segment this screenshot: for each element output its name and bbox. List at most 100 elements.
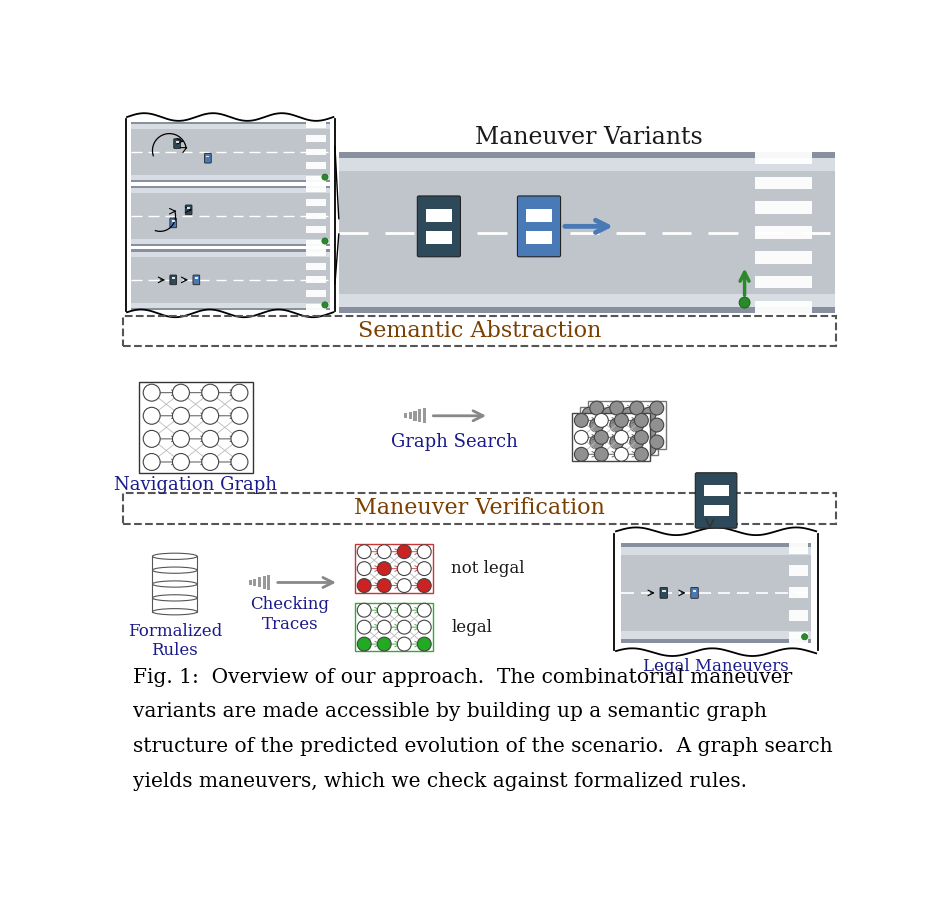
Bar xyxy=(414,411,417,421)
Circle shape xyxy=(358,545,372,558)
Bar xyxy=(153,570,197,584)
Circle shape xyxy=(417,578,431,592)
Circle shape xyxy=(590,418,604,432)
Bar xyxy=(131,308,329,311)
Circle shape xyxy=(417,545,431,558)
Circle shape xyxy=(397,578,411,592)
Text: not legal: not legal xyxy=(451,560,525,578)
Bar xyxy=(153,598,197,612)
Circle shape xyxy=(417,562,431,576)
Bar xyxy=(139,382,253,473)
Circle shape xyxy=(610,418,623,432)
Ellipse shape xyxy=(153,581,197,588)
Bar xyxy=(131,186,329,193)
Circle shape xyxy=(602,425,616,438)
Bar xyxy=(171,220,175,222)
Text: Formalized
Rules: Formalized Rules xyxy=(127,622,222,660)
FancyBboxPatch shape xyxy=(205,153,212,163)
Ellipse shape xyxy=(153,553,197,559)
Bar xyxy=(789,588,808,599)
Bar xyxy=(306,176,326,182)
Bar xyxy=(355,603,433,651)
Bar xyxy=(131,122,329,129)
Circle shape xyxy=(630,418,644,432)
Bar xyxy=(176,141,179,143)
Circle shape xyxy=(377,603,391,617)
Circle shape xyxy=(642,441,656,456)
Bar xyxy=(622,631,811,643)
FancyBboxPatch shape xyxy=(695,473,737,528)
Bar xyxy=(306,200,326,206)
Circle shape xyxy=(377,545,391,558)
Bar xyxy=(131,250,329,311)
Bar xyxy=(426,209,452,221)
Circle shape xyxy=(397,545,411,558)
Circle shape xyxy=(322,238,328,244)
Bar xyxy=(754,301,812,313)
Bar xyxy=(418,409,421,422)
Bar xyxy=(171,278,175,279)
Bar xyxy=(306,290,326,297)
Bar xyxy=(306,240,326,246)
Ellipse shape xyxy=(153,609,197,615)
Bar xyxy=(754,276,812,289)
Circle shape xyxy=(614,430,628,445)
Circle shape xyxy=(417,637,431,651)
Circle shape xyxy=(143,407,160,425)
Bar xyxy=(588,401,665,449)
Circle shape xyxy=(602,407,616,421)
Circle shape xyxy=(397,603,411,617)
FancyBboxPatch shape xyxy=(417,196,461,257)
Circle shape xyxy=(602,441,616,456)
Bar xyxy=(131,122,329,182)
Circle shape xyxy=(202,430,219,447)
Bar xyxy=(339,307,836,313)
Circle shape xyxy=(594,430,608,445)
Circle shape xyxy=(143,430,160,447)
Circle shape xyxy=(172,384,189,401)
Circle shape xyxy=(630,435,644,449)
Bar xyxy=(131,303,329,311)
Circle shape xyxy=(377,562,391,576)
Circle shape xyxy=(231,430,248,447)
FancyBboxPatch shape xyxy=(691,588,698,599)
Ellipse shape xyxy=(153,567,197,573)
Bar xyxy=(754,226,812,239)
Bar xyxy=(704,505,728,517)
Circle shape xyxy=(622,425,636,438)
Circle shape xyxy=(575,430,588,445)
Circle shape xyxy=(231,454,248,470)
Circle shape xyxy=(397,637,411,651)
Bar xyxy=(306,135,326,142)
Circle shape xyxy=(231,407,248,425)
Bar xyxy=(704,485,728,496)
Text: structure of the predicted evolution of the scenario.  A graph search: structure of the predicted evolution of … xyxy=(133,737,833,756)
Circle shape xyxy=(202,407,219,425)
Text: Semantic Abstraction: Semantic Abstraction xyxy=(358,320,602,342)
Bar xyxy=(612,531,820,652)
Circle shape xyxy=(397,620,411,634)
FancyBboxPatch shape xyxy=(169,275,177,285)
Bar xyxy=(263,576,266,589)
Circle shape xyxy=(614,447,628,461)
Bar xyxy=(131,186,329,188)
Bar xyxy=(187,208,190,209)
Text: yields maneuvers, which we check against formalized rules.: yields maneuvers, which we check against… xyxy=(133,772,747,791)
Text: Checking
Traces: Checking Traces xyxy=(251,597,329,633)
Circle shape xyxy=(801,634,808,640)
Circle shape xyxy=(582,441,596,456)
Text: Legal Maneuvers: Legal Maneuvers xyxy=(643,659,789,675)
Circle shape xyxy=(590,435,604,449)
Text: Maneuver Variants: Maneuver Variants xyxy=(475,127,703,149)
Circle shape xyxy=(143,454,160,470)
Circle shape xyxy=(322,302,328,308)
Circle shape xyxy=(635,430,649,445)
Bar xyxy=(258,578,261,588)
Bar xyxy=(131,250,329,257)
Circle shape xyxy=(614,414,628,427)
Circle shape xyxy=(172,454,189,470)
FancyBboxPatch shape xyxy=(185,205,192,215)
Bar xyxy=(754,151,812,164)
Bar xyxy=(693,590,696,592)
Bar xyxy=(306,162,326,169)
